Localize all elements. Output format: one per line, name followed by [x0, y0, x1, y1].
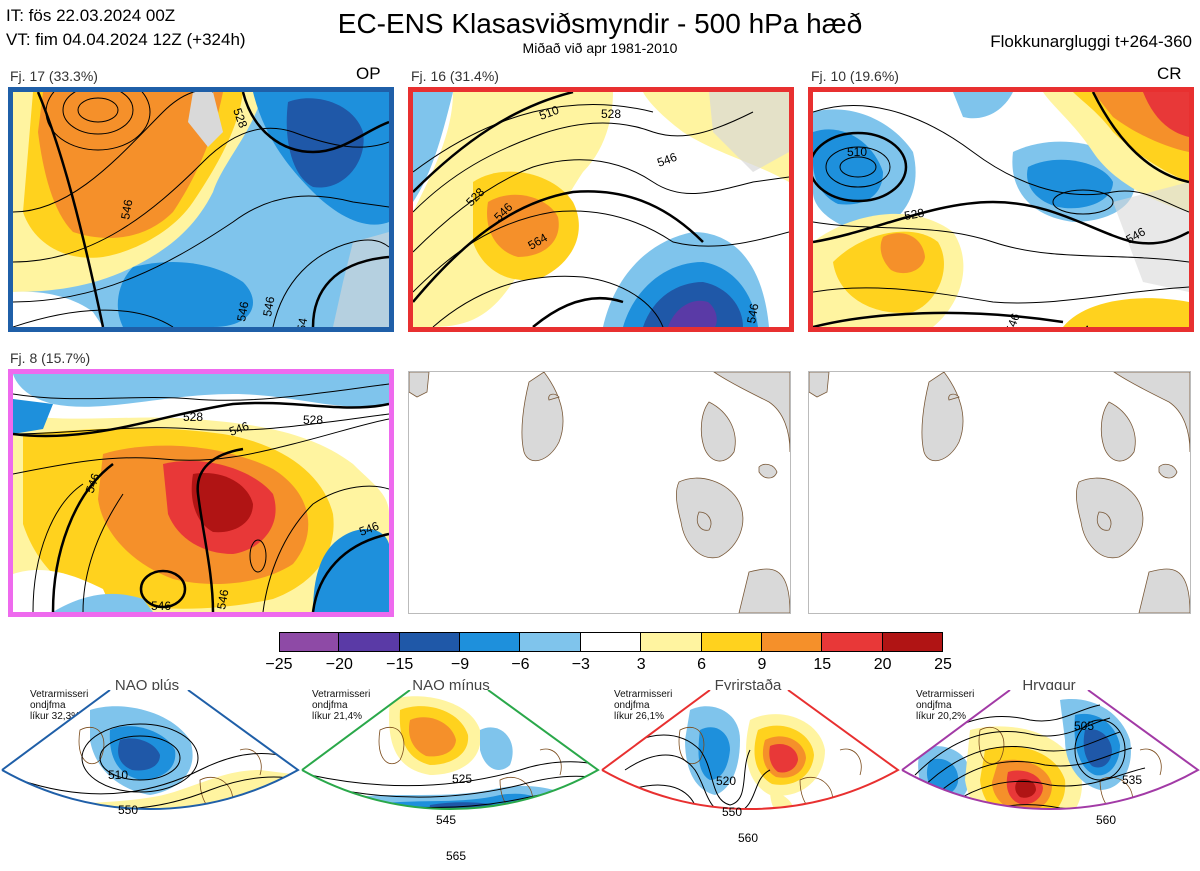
cluster-4-map: 528 546 528 546 546 546 546	[8, 369, 394, 617]
colorbar-tick-label: −25	[265, 656, 293, 673]
cluster-1-contour-label-2: 528	[230, 106, 250, 130]
cluster-1-contour-label-1: 546	[118, 198, 135, 220]
colorbar-segment	[882, 632, 943, 652]
colorbar-segment	[279, 632, 340, 652]
cluster-3-contour-label-5: 564	[1069, 323, 1091, 327]
cluster-2-label: Fj. 16 (31.4%)	[411, 68, 499, 84]
cluster-3-contour-label-4: 546	[1003, 311, 1023, 327]
tele-4-contour-label-3: 560	[1096, 813, 1116, 827]
colorbar-tick-label: −6	[511, 656, 530, 673]
tele-2-contour-label-2: 545	[436, 813, 456, 827]
colorbar-segment	[520, 632, 581, 652]
tele-2-note: Vetrarmisseri ondjfma líkur 21,4%	[312, 689, 371, 722]
cluster-1-contour-label-4: 546	[260, 295, 277, 317]
tele-4-map: 505 535 560	[901, 690, 1200, 827]
tele-3-note: Vetrarmisseri ondjfma líkur 26,1%	[614, 689, 673, 722]
cluster-1-contour-label-5: 54	[294, 317, 310, 327]
empty-map-2	[808, 371, 1191, 614]
cluster-3-tag: CR	[1157, 64, 1182, 83]
cluster-4-contour-label-6: 546	[214, 588, 231, 610]
tele-3-contour-label-3: 560	[738, 831, 758, 845]
cluster-2-map: 510 528 528 546 564 546 546	[408, 87, 794, 332]
clustering-window: Flokkunargluggi t+264-360	[990, 32, 1192, 51]
cluster-4-label: Fj. 8 (15.7%)	[10, 350, 91, 366]
page-title: EC-ENS Klasasviðsmyndir - 500 hPa hæð	[337, 8, 863, 39]
cluster-4-contour-label-4: 546	[83, 471, 103, 495]
colorbar-segment	[339, 632, 400, 652]
valid-time: VT: fim 04.04.2024 12Z (+324h)	[6, 30, 246, 49]
colorbar-tick-label: 9	[757, 656, 767, 673]
tele-1-title: NAO plús	[114, 677, 180, 694]
tele-4-contour-label-2: 535	[1122, 773, 1142, 787]
colorbar-tick-label: −15	[386, 656, 414, 673]
empty-map-1	[408, 371, 791, 614]
tele-2-contour-label-1: 525	[452, 772, 472, 786]
tele-1-contour-label-1: 510	[108, 768, 128, 782]
tele-3-contour-label-1: 520	[716, 774, 736, 788]
colorbar-segment	[641, 632, 702, 652]
page-subtitle: Miðað við apr 1981-2010	[522, 40, 678, 56]
cluster-1-map: 546 528 546 546 54	[8, 87, 394, 332]
cluster-2-contour-label-6: 546	[655, 150, 679, 170]
tele-2-map: 525 545 565	[301, 690, 600, 863]
tele-3-contour-label-2: 550	[722, 805, 742, 819]
cluster-4-contour-label-7: 546	[151, 599, 171, 612]
colorbar-segment	[399, 632, 461, 652]
cluster-4-contour-label-1: 528	[303, 413, 323, 427]
tele-2-title: NAO mínus	[412, 677, 490, 694]
tele-3-map: 520 550 560	[601, 690, 900, 845]
cluster-4-contour-label-2: 546	[227, 419, 251, 439]
colorbar-tick-label: 20	[873, 656, 892, 673]
colorbar-tick-label: 25	[934, 656, 952, 673]
cluster-2-contour-label-3: 528	[601, 107, 621, 121]
tele-2-contour-label-3: 565	[446, 849, 466, 863]
cluster-2-contour-label-1: 510	[537, 103, 561, 123]
cluster-3-contour-label-2: 528	[903, 206, 925, 223]
cluster-3-map: 510 528 546 546 564	[808, 87, 1194, 332]
tele-1-note: Vetrarmisseri ondjfma líkur 32,3%	[30, 689, 89, 722]
tele-4-contour-label-1: 505	[1074, 719, 1094, 733]
cluster-3-contour-label-1: 510	[847, 145, 867, 159]
colorbar-segment	[460, 632, 521, 652]
colorbar-segment	[580, 632, 642, 652]
tele-4-title: Hryggur	[1022, 677, 1076, 694]
cluster-4-contour-label-3: 528	[183, 410, 203, 424]
colorbar-segment	[822, 632, 883, 652]
cluster-1-contour-label-3: 546	[234, 300, 251, 322]
init-time: IT: fös 22.03.2024 00Z	[6, 6, 176, 25]
tele-4-note: Vetrarmisseri ondjfma líkur 20,2%	[916, 689, 975, 722]
colorbar-segment	[761, 632, 823, 652]
cluster-1-label: Fj. 17 (33.3%)	[10, 68, 98, 84]
cluster-4-contour-label-5: 546	[357, 519, 381, 539]
tele-1-map: 510 550	[1, 690, 300, 817]
cluster-3-label: Fj. 10 (19.6%)	[811, 68, 899, 84]
cluster-2-contour-label-7: 546	[744, 302, 761, 324]
colorbar-tick-label: 6	[697, 656, 706, 673]
colorbar-tick-label: −3	[571, 656, 590, 673]
cluster-1-tag: OP	[356, 64, 381, 83]
colorbar-tick-label: −9	[450, 656, 470, 673]
colorbar-tick-label: 15	[813, 656, 832, 673]
colorbar-segment	[701, 632, 762, 652]
colorbar-tick-label: −20	[325, 656, 353, 673]
colorbar	[279, 632, 943, 652]
tele-3-title: Fyrirstaða	[714, 677, 782, 694]
colorbar-tick-label: 3	[636, 656, 646, 673]
tele-1-contour-label-2: 550	[118, 803, 138, 817]
